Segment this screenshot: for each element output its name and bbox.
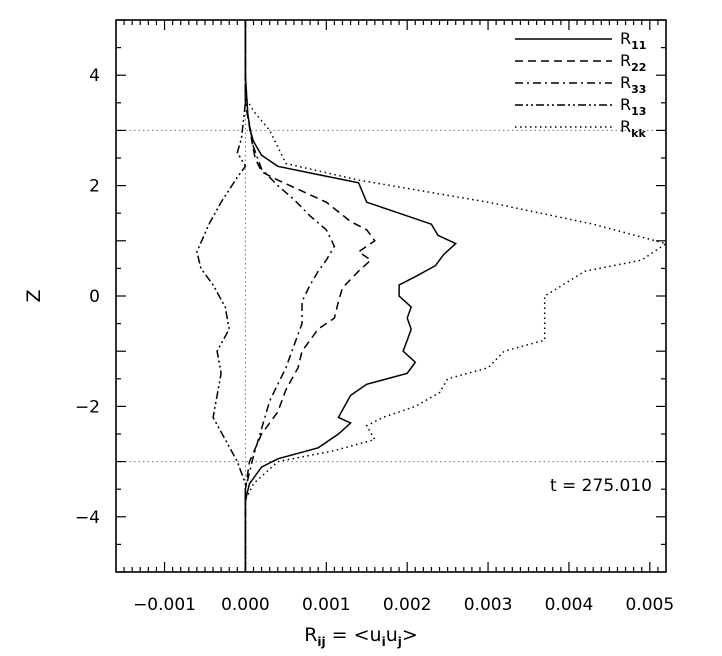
- y-tick-label: −4: [75, 508, 100, 528]
- x-tick-label: 0.002: [383, 595, 432, 615]
- legend-label-13: R13: [620, 95, 646, 118]
- x-axis-label: Rij = <uiuj>: [304, 624, 418, 649]
- time-annotation: t = 275.010: [550, 476, 652, 496]
- series-line-11: [244, 20, 458, 572]
- x-tick-label: −0.001: [133, 595, 196, 615]
- axis-ticks: [115, 19, 666, 573]
- y-tick-label: 0: [89, 287, 100, 307]
- x-tick-label: 0.000: [221, 595, 270, 615]
- x-tick-label: 0.001: [302, 595, 351, 615]
- legend-label-11: R11: [620, 29, 646, 52]
- y-tick-label: 4: [89, 66, 100, 86]
- series-line-13: [196, 20, 247, 572]
- y-tick-label: 2: [89, 177, 100, 197]
- x-tick-label: 0.005: [625, 595, 674, 615]
- y-axis-label: Z: [23, 289, 45, 302]
- series-line-33: [244, 20, 336, 572]
- x-tick-label: 0.003: [464, 595, 513, 615]
- legend-label-22: R22: [620, 51, 646, 74]
- legend-label-33: R33: [620, 73, 646, 96]
- series-line-22: [244, 20, 376, 572]
- x-tick-label: 0.004: [545, 595, 594, 615]
- legend-label-kk: Rkk: [620, 117, 646, 140]
- tick-labels: −0.001 0.000 0.001 0.002 0.003 0.004 0.005 −4 −2…: [75, 66, 674, 615]
- series-line-kk: [244, 20, 668, 572]
- series-layer: [196, 20, 668, 572]
- y-tick-label: −2: [75, 397, 100, 417]
- reference-lines: [116, 20, 666, 572]
